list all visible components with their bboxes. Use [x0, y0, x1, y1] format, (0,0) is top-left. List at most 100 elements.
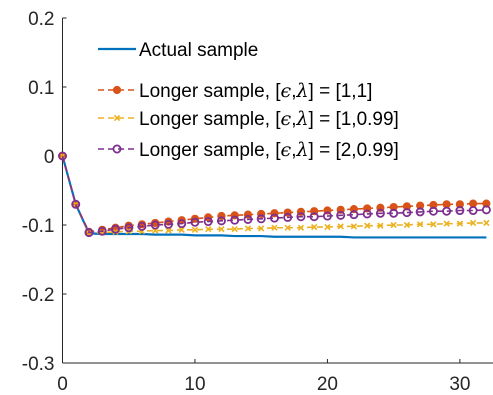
data-point [482, 199, 491, 208]
data-point [110, 224, 120, 234]
data-point [112, 144, 122, 154]
data-point [416, 201, 425, 210]
y-tick-label: 0 [44, 147, 55, 168]
series-4 [58, 151, 491, 238]
data-point [203, 217, 213, 227]
data-point [296, 212, 306, 222]
data-point [216, 216, 226, 226]
data-point [455, 200, 464, 209]
legend-lambda: λ [295, 108, 308, 130]
legend-label-prefix: Longer sample, [ [139, 109, 281, 130]
data-point [311, 223, 318, 231]
data-point [97, 226, 107, 236]
legend-label: Longer sample, [ϵ,λ] = [2,0.99] [139, 139, 399, 161]
legend-entry: Longer sample, [ϵ,λ] = [1,1] [98, 80, 372, 102]
data-point [389, 202, 398, 212]
data-point [231, 225, 238, 233]
y-axis-ticks: -0.3 -0.2 -0.1 0 0.1 0.2 [22, 9, 67, 375]
x-axis-ticks: 0 10 20 30 [57, 359, 470, 395]
y-tick-label: 0.2 [28, 9, 54, 30]
x-tick-label: 10 [184, 374, 205, 395]
data-point [390, 221, 397, 229]
legend-label-prefix: Longer sample, [ [139, 140, 281, 161]
data-point [297, 224, 305, 231]
data-point [430, 221, 437, 228]
data-point [349, 210, 359, 220]
data-point [137, 221, 147, 231]
data-point [177, 219, 187, 229]
series-clip-group [58, 151, 491, 239]
x-tick-label: 20 [317, 374, 338, 395]
series-2 [58, 151, 491, 236]
data-point [84, 228, 94, 238]
data-point [112, 85, 122, 95]
legend-label: Longer sample, [ϵ,λ] = [1,1] [139, 80, 372, 102]
y-tick-label: 0.1 [28, 78, 54, 99]
data-point [71, 199, 81, 209]
legend-label-prefix: Longer sample, [ [139, 81, 281, 102]
data-point [124, 223, 134, 233]
data-point [481, 205, 491, 215]
series-line [61, 155, 487, 233]
legend-comma: , [291, 109, 296, 130]
data-point [442, 206, 452, 216]
legend-label: Actual sample [139, 40, 258, 61]
data-point [483, 219, 490, 227]
data-point [178, 226, 185, 233]
data-point [322, 211, 332, 221]
data-point [191, 226, 199, 233]
data-point [362, 209, 372, 219]
data-point [443, 220, 450, 227]
data-point [336, 210, 346, 220]
data-point [416, 221, 424, 228]
data-point [468, 206, 478, 216]
legend-entry: Longer sample, [ϵ,λ] = [2,0.99] [98, 139, 399, 161]
legend-label-suffix: ] = [1,1] [309, 81, 373, 102]
data-point [309, 212, 319, 222]
data-point [258, 225, 265, 232]
data-point [269, 213, 279, 223]
y-tick-label: -0.2 [22, 285, 55, 306]
y-tick-label: -0.3 [22, 354, 55, 375]
data-point [190, 217, 200, 227]
data-point [163, 219, 173, 229]
legend-lambda: λ [295, 80, 308, 102]
data-point [284, 224, 291, 231]
data-point [244, 225, 252, 232]
y-tick-label: -0.1 [22, 216, 55, 237]
series-line [61, 155, 487, 239]
data-point [363, 222, 371, 229]
legend-entry: Longer sample, [ϵ,λ] = [1,0.99] [98, 108, 399, 130]
data-point [415, 207, 425, 217]
data-point [375, 208, 385, 218]
data-point [402, 208, 412, 218]
data-point [256, 214, 266, 224]
data-point [324, 223, 331, 231]
data-point [402, 202, 411, 211]
x-tick-label: 0 [57, 374, 68, 395]
data-point [243, 214, 253, 224]
data-point [455, 206, 465, 216]
data-point [350, 223, 358, 230]
legend-lambda: λ [295, 139, 308, 161]
legend-comma: , [291, 81, 296, 102]
data-point [230, 215, 240, 225]
data-point [429, 200, 438, 210]
legend-epsilon: ϵ [281, 108, 292, 130]
chart-axes [62, 18, 493, 364]
data-point [428, 206, 438, 216]
data-point [337, 223, 344, 230]
legend-comma: , [291, 140, 296, 161]
data-point [271, 224, 278, 231]
data-point [389, 208, 399, 218]
data-point [113, 114, 121, 122]
legend-entry: Actual sample [98, 40, 258, 61]
legend-label-prefix: Actual sample [139, 40, 258, 61]
data-point [403, 221, 411, 229]
series-layer [58, 151, 491, 239]
x-tick-label: 30 [449, 374, 470, 395]
series-1 [61, 155, 487, 239]
data-point [165, 227, 172, 234]
